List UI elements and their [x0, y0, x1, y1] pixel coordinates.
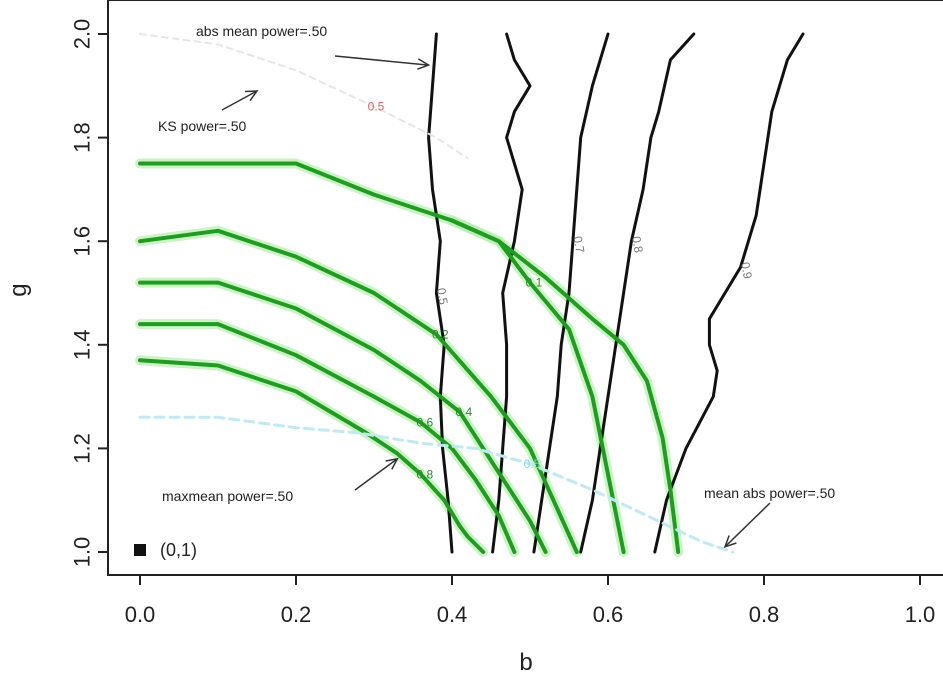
green-contour-line-7: [138, 280, 548, 554]
annotation-mean-abs: mean abs power=.50: [704, 485, 835, 501]
x-tick-label: 0.2: [281, 602, 312, 627]
annotation-arrow: [334, 55, 429, 66]
plot-frame: [107, 0, 943, 576]
ks-contour-line-11: [139, 33, 469, 160]
green-contour-label: 0.6: [416, 416, 433, 430]
green-contour-line-10: [450, 218, 681, 554]
y-tick-label: 2.0: [70, 19, 95, 50]
annotation-abs-mean: abs mean power=.50: [196, 23, 327, 39]
x-axis-label: b: [519, 649, 532, 674]
green-contour-label: 0.4: [455, 405, 472, 419]
green-contour-label: 0.8: [416, 467, 433, 481]
legend-marker: [134, 544, 146, 556]
annotation-arrow: [221, 90, 258, 111]
annotation-maxmean: maxmean power=.50: [162, 488, 293, 504]
annotation-arrowhead: [723, 535, 737, 549]
y-tick-label: 1.8: [70, 122, 95, 153]
legend-text: (0,1): [160, 540, 197, 560]
contour-lines: [138, 32, 805, 554]
annotation-ks: KS power=.50: [158, 118, 247, 134]
axes: 0.0 0.2 0.4 0.6 0.8 1.0 1.0 1.2 1.4 1.6 1.8 2.0: [70, 19, 936, 627]
contour-labels: 0.5 0.7 0.8 0.9 0.8 0.6 0.4 0.2 0.1 0.5 0.5: [368, 100, 755, 482]
green-contour-line-5: [138, 358, 486, 554]
green-contour-label: 0.2: [432, 327, 449, 341]
black-contour-line-2: [532, 32, 610, 554]
annotation-arrow: [724, 502, 771, 548]
annotation-arrowhead: [417, 58, 431, 70]
y-tick-label: 1.4: [70, 330, 95, 361]
x-tick-label: 0.0: [125, 602, 156, 627]
black-contour-label: 0.8: [629, 235, 646, 254]
black-contour-label: 0.9: [738, 261, 755, 280]
black-contour-label: 0.7: [570, 235, 587, 254]
black-contour-line-3: [579, 32, 696, 554]
y-tick-label: 1.6: [70, 226, 95, 257]
x-tick-label: 0.4: [437, 602, 468, 627]
green-contour-line-6: [138, 322, 517, 554]
black-contour-line-1: [491, 32, 532, 554]
annotation-arrow: [354, 458, 398, 491]
annotation-arrowhead: [385, 457, 399, 470]
green-contour-label: 0.1: [526, 276, 543, 290]
black-contour-line-4: [653, 32, 805, 554]
x-tick-label: 0.8: [749, 602, 780, 627]
black-contour-line-0: [427, 32, 454, 554]
x-tick-label: 0.6: [593, 602, 624, 627]
annotation-arrowhead: [244, 90, 259, 102]
black-contour-label: 0.5: [434, 287, 451, 306]
y-tick-label: 1.0: [70, 537, 95, 568]
annotation-arrows: [221, 55, 771, 549]
green-contour-line-8: [138, 228, 579, 554]
y-axis-label: g: [5, 283, 32, 296]
maxmean-contour-label: 0.5: [524, 457, 541, 471]
y-tick-label: 1.2: [70, 433, 95, 464]
ks-contour-label: 0.5: [368, 100, 385, 114]
maxmean-contour-line-12: [138, 415, 735, 554]
x-tick-label: 1.0: [905, 602, 936, 627]
